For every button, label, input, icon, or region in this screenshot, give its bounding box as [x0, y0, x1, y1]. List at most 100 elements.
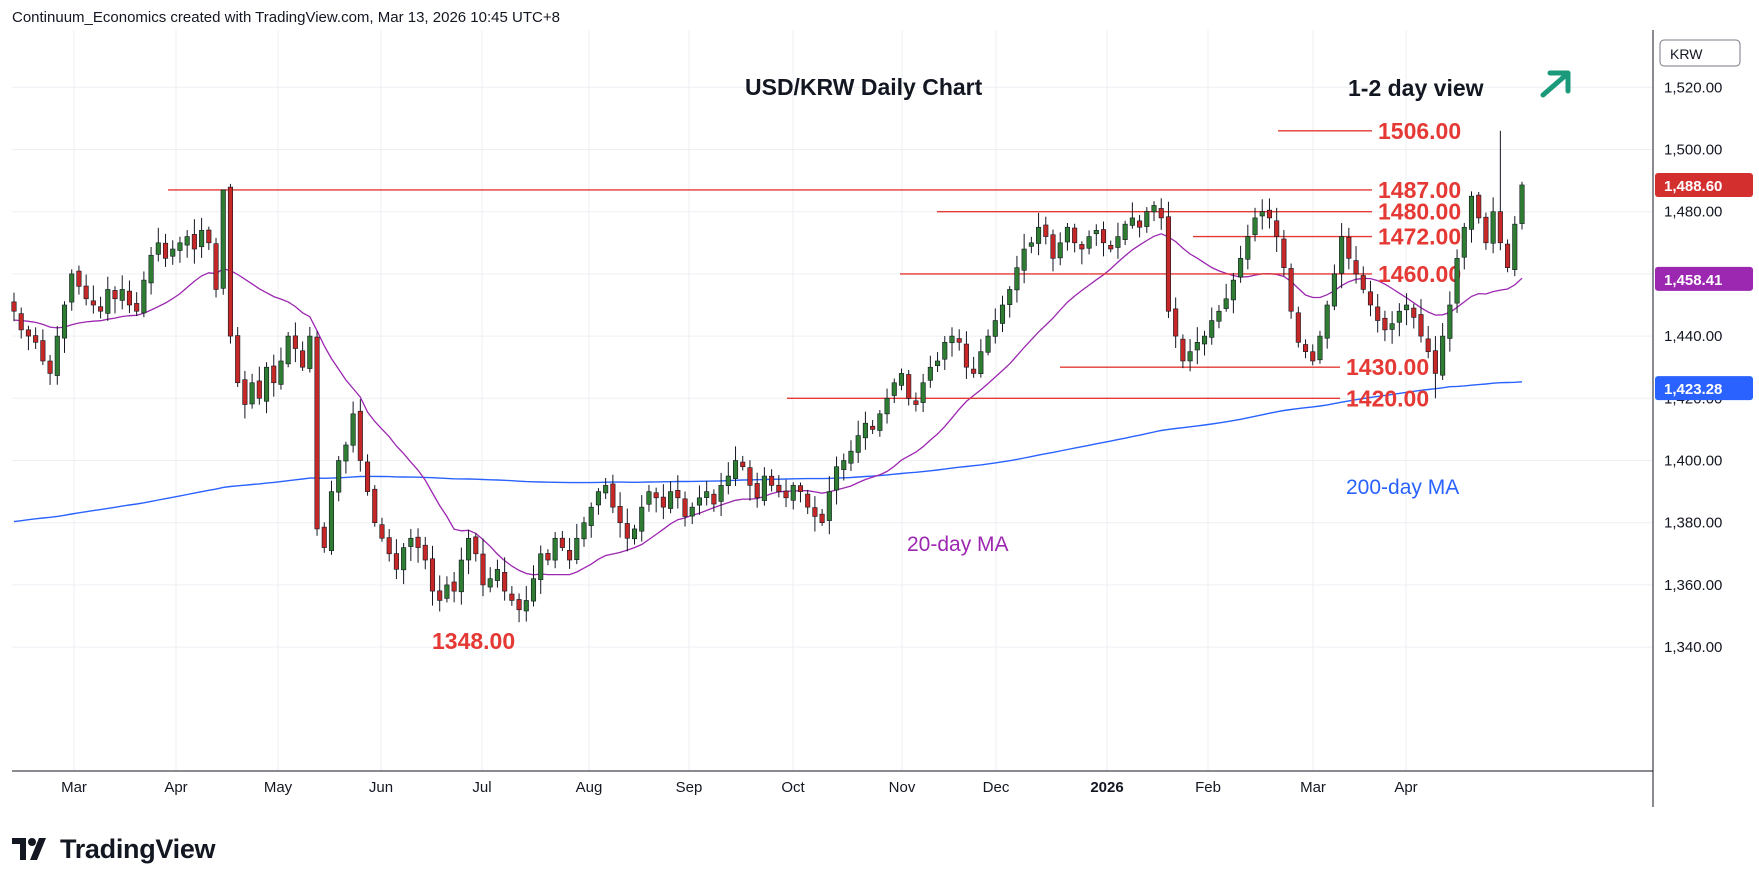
candle-down — [1367, 291, 1374, 306]
candle-down — [675, 490, 681, 499]
candle-down — [1043, 224, 1049, 237]
candle-down — [473, 536, 479, 555]
candle-down — [292, 335, 298, 349]
candle-down — [754, 483, 760, 499]
level-label: 1460.00 — [1378, 261, 1461, 287]
candle-up — [1490, 211, 1496, 244]
grid — [12, 30, 1653, 771]
candle-down — [502, 572, 508, 592]
candle-down — [1180, 338, 1186, 362]
axis-frame: KRW — [12, 30, 1741, 807]
candle-down — [1375, 306, 1381, 321]
candle-down — [357, 410, 363, 461]
x-tick-label: Apr — [164, 779, 187, 796]
level-label: 1430.00 — [1346, 354, 1429, 380]
candle-down — [1346, 236, 1352, 259]
candle-down — [1108, 245, 1114, 250]
ma20-line — [13, 233, 1523, 576]
candle-up — [523, 600, 529, 612]
candle-down — [83, 285, 89, 300]
candle-down — [509, 593, 515, 601]
candle-down — [18, 313, 24, 331]
candle-down — [1360, 275, 1366, 290]
x-tick-label: Apr — [1394, 779, 1417, 796]
candle-up — [1230, 279, 1236, 301]
candle-up — [689, 506, 695, 517]
candle-up — [1057, 242, 1063, 259]
candle-down — [25, 329, 31, 337]
candle-up — [949, 335, 955, 344]
candle-down — [819, 513, 825, 524]
candle-up — [278, 360, 284, 385]
candle-up — [1454, 258, 1460, 304]
candle-down — [242, 379, 248, 405]
price-badge — [1655, 172, 1753, 197]
candle-up — [263, 366, 270, 402]
view-label: 1-2 day view — [1348, 75, 1484, 101]
candle-down — [1173, 308, 1179, 337]
candle-up — [1245, 236, 1251, 260]
level-label: 1420.00 — [1346, 385, 1429, 411]
candle-up — [696, 497, 702, 506]
candle-down — [76, 270, 82, 287]
candle-down — [956, 338, 962, 343]
candle-down — [134, 303, 140, 312]
chart-title: USD/KRW Daily Chart — [745, 74, 983, 100]
candle-down — [451, 581, 457, 592]
candle-down — [227, 186, 233, 337]
candle-up — [552, 537, 558, 561]
x-tick-label: Mar — [1300, 779, 1326, 796]
level-label: 1487.00 — [1378, 177, 1461, 203]
candle-up — [1259, 211, 1265, 217]
candle-down — [33, 335, 39, 343]
candle-up — [942, 342, 948, 360]
candle-up — [307, 335, 313, 369]
candle-down — [1425, 338, 1431, 352]
candle-down — [769, 475, 775, 486]
y-tick-label: 1,500.00 — [1664, 142, 1722, 159]
candle-down — [40, 340, 46, 362]
candle-up — [61, 304, 68, 339]
candle-up — [1519, 184, 1525, 224]
candle-down — [365, 461, 371, 492]
candle-up — [401, 547, 407, 571]
candle-up — [985, 335, 991, 353]
candle-up — [1238, 258, 1244, 278]
y-tick-label: 1,520.00 — [1664, 79, 1722, 96]
y-tick-label: 1,340.00 — [1664, 639, 1722, 656]
candle-down — [747, 467, 753, 486]
x-tick-label: Jun — [369, 779, 393, 796]
candle-up — [841, 460, 847, 471]
ma200-path — [13, 381, 1523, 523]
candle-up — [1512, 223, 1518, 270]
candle-up — [1007, 289, 1013, 305]
x-tick-label: 2026 — [1090, 779, 1123, 796]
candle-up — [1447, 304, 1453, 339]
x-tick-label: Aug — [576, 779, 603, 796]
candle-down — [393, 553, 399, 570]
y-tick-label: 1,360.00 — [1664, 577, 1722, 594]
candle-up — [978, 351, 984, 375]
candle-down — [256, 380, 262, 399]
candle-down — [386, 537, 392, 555]
candle-down — [1165, 216, 1171, 312]
candle-up — [646, 491, 652, 505]
candle-down — [162, 242, 169, 259]
candle-up — [458, 559, 464, 593]
candle-down — [516, 599, 522, 611]
candle-up — [54, 335, 60, 376]
price-badge-label: 1,458.41 — [1664, 272, 1722, 289]
candle-up — [884, 397, 890, 415]
candle-up — [898, 373, 905, 386]
y-axis-ticks: 1,340.001,360.001,380.001,400.001,420.00… — [1664, 79, 1722, 656]
x-tick-label: Oct — [781, 779, 805, 796]
candle-up — [891, 382, 897, 396]
candle-up — [935, 360, 941, 367]
price-badge — [1655, 266, 1753, 291]
candle-down — [1079, 244, 1085, 250]
candle-down — [805, 493, 811, 508]
candle-up — [119, 289, 125, 301]
candle-up — [1129, 217, 1135, 226]
candle-up — [1252, 217, 1258, 235]
